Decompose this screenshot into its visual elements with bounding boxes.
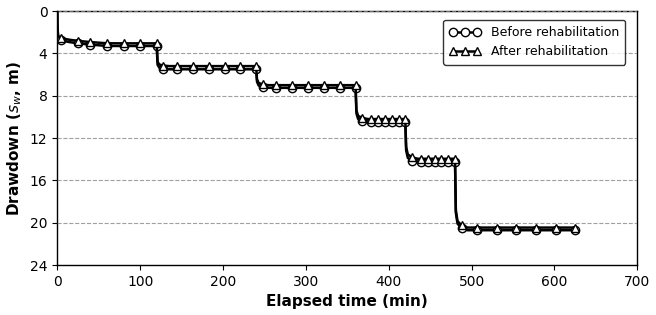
Before rehabilitation — [438, 161, 445, 164]
Before rehabilitation — [464, 228, 472, 232]
After rehabilitation — [571, 226, 579, 229]
After rehabilitation — [53, 9, 61, 13]
After rehabilitation — [220, 64, 228, 68]
X-axis label: Elapsed time (min): Elapsed time (min) — [266, 295, 428, 309]
Legend: Before rehabilitation, After rehabilitation: Before rehabilitation, After rehabilitat… — [443, 20, 625, 65]
Before rehabilitation — [358, 119, 366, 123]
Before rehabilitation — [220, 67, 228, 71]
After rehabilitation — [464, 226, 472, 229]
Before rehabilitation — [197, 67, 205, 71]
Before rehabilitation — [352, 86, 359, 90]
Before rehabilitation — [252, 67, 260, 71]
Y-axis label: Drawdown ($s_{w}$, m): Drawdown ($s_{w}$, m) — [5, 61, 24, 215]
After rehabilitation — [252, 64, 260, 68]
Before rehabilitation — [571, 228, 579, 232]
Line: Before rehabilitation: Before rehabilitation — [53, 7, 579, 234]
After rehabilitation — [358, 116, 366, 120]
After rehabilitation — [352, 83, 359, 87]
Line: After rehabilitation: After rehabilitation — [53, 7, 579, 232]
After rehabilitation — [197, 64, 205, 68]
After rehabilitation — [438, 157, 445, 161]
Before rehabilitation — [53, 9, 61, 13]
